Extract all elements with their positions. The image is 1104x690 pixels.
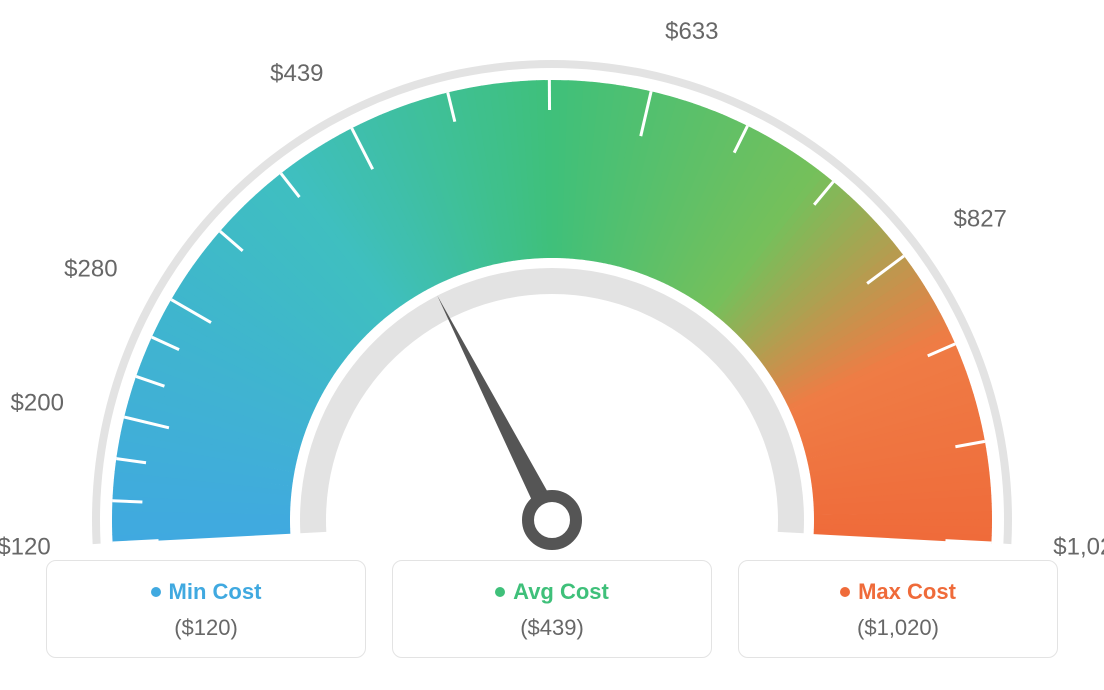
legend-value-min: ($120) (57, 615, 355, 641)
legend-title-avg: Avg Cost (495, 579, 609, 605)
tick-label: $120 (0, 533, 51, 560)
legend-row: Min Cost ($120) Avg Cost ($439) Max Cost… (0, 560, 1104, 658)
legend-title-max: Max Cost (840, 579, 956, 605)
legend-title-min: Min Cost (151, 579, 262, 605)
tick-label: $280 (64, 255, 117, 282)
gauge-needle (437, 296, 561, 525)
legend-title-avg-text: Avg Cost (513, 579, 609, 605)
gauge-svg: $120 $200 $280 $439 $633 $827 $1,020 (0, 0, 1104, 560)
legend-card-min: Min Cost ($120) (46, 560, 366, 658)
legend-card-avg: Avg Cost ($439) (392, 560, 712, 658)
legend-title-max-text: Max Cost (858, 579, 956, 605)
legend-dot-min (151, 587, 161, 597)
tick-label: $200 (11, 390, 64, 417)
gauge-hub (528, 496, 576, 544)
gauge-chart: $120 $200 $280 $439 $633 $827 $1,020 (0, 0, 1104, 560)
legend-dot-max (840, 587, 850, 597)
legend-dot-avg (495, 587, 505, 597)
legend-value-avg: ($439) (403, 615, 701, 641)
tick-label: $633 (665, 18, 718, 45)
legend-value-max: ($1,020) (749, 615, 1047, 641)
tick-label: $1,020 (1053, 533, 1104, 560)
legend-card-max: Max Cost ($1,020) (738, 560, 1058, 658)
tick-label: $439 (270, 60, 323, 87)
tick-label: $827 (954, 206, 1007, 233)
legend-title-min-text: Min Cost (169, 579, 262, 605)
